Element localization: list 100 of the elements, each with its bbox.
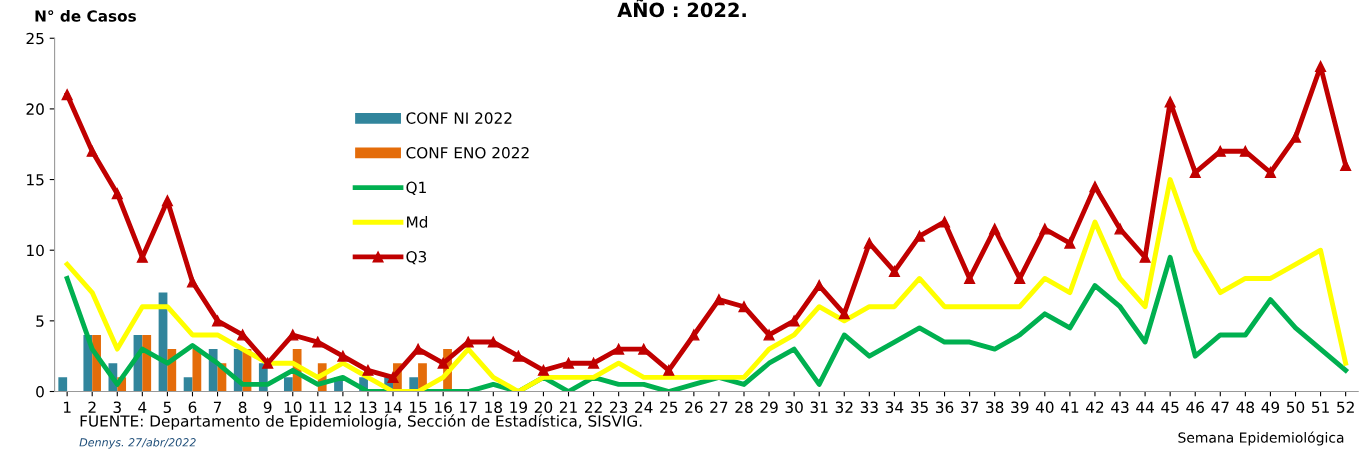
legend-label: CONF NI 2022: [406, 112, 512, 124]
x-tick-label: 27: [710, 401, 728, 413]
y-tick-label: 25: [26, 32, 44, 45]
x-tick-label: 52: [1337, 401, 1354, 414]
point: [186, 276, 199, 288]
bar: [283, 377, 293, 392]
y-tick-label: 10: [27, 244, 44, 257]
point: [663, 364, 675, 376]
legend-label: Q3: [406, 250, 427, 265]
text: Dennys. 27/abr/2022: [79, 437, 196, 449]
point: [287, 329, 299, 341]
x-tick-label: 36: [935, 401, 954, 414]
x-tick-label: 32: [835, 401, 853, 414]
x-tick-label: 41: [1060, 401, 1079, 413]
point: [964, 272, 976, 285]
x-tick-label: 19: [510, 401, 528, 414]
x-tick-label: 17: [460, 401, 477, 413]
x-tick-label: 29: [760, 401, 778, 414]
x-tick-label: 48: [1236, 401, 1255, 414]
point: [588, 357, 600, 369]
x-tick-label: 13: [359, 401, 377, 414]
x-tick-label: 43: [1111, 401, 1129, 414]
point: [1064, 237, 1076, 249]
point: [487, 336, 499, 348]
x-tick-label: 26: [685, 401, 703, 414]
x-tick-label: 47: [1211, 401, 1229, 413]
point: [913, 230, 926, 242]
x-tick-label: 14: [384, 401, 402, 413]
x-tick-label: 40: [1035, 401, 1054, 414]
chart-title: AÑO : 2022.: [617, 0, 746, 18]
point: [387, 371, 399, 383]
x-tick-label: 11: [309, 401, 327, 413]
point: [512, 350, 524, 362]
x-tick-label: 15: [410, 401, 427, 414]
x-tick-label: 3: [113, 401, 121, 414]
x-tick-label: 33: [860, 401, 878, 414]
y-tick-label: 0: [36, 385, 44, 398]
legend-label: Md: [407, 215, 428, 228]
y-tick-label: 20: [26, 103, 44, 115]
point: [888, 265, 900, 277]
x-tick-label: 24: [635, 401, 653, 413]
point: [763, 329, 775, 341]
point: [1039, 223, 1051, 235]
x-tick-label: 22: [584, 401, 602, 413]
x-tick-label: 38: [986, 401, 1004, 414]
x-tick-label: 9: [263, 401, 272, 414]
bar: [58, 377, 68, 392]
bar: [192, 349, 202, 392]
point: [312, 336, 324, 348]
y-axis-title: N° de Casos: [35, 9, 136, 22]
x-tick-label: 1: [63, 401, 71, 413]
y-tick-label: 5: [36, 315, 44, 327]
x-tick-label: 7: [213, 401, 222, 413]
point: [1114, 223, 1126, 235]
y-tick-label: 15: [27, 174, 44, 186]
x-tick-label: 12: [334, 401, 352, 413]
x-tick-label: 30: [785, 401, 803, 414]
x-tick-label: 2: [88, 401, 96, 413]
x-tick-label: 37: [961, 401, 979, 414]
x-tick-label: 49: [1261, 401, 1280, 414]
point: [1340, 159, 1352, 171]
point: [1164, 96, 1176, 108]
point: [938, 216, 951, 228]
point: [61, 89, 73, 101]
point: [1089, 181, 1101, 193]
x-tick-label: 42: [1085, 401, 1104, 413]
point: [537, 364, 549, 376]
x-tick-label: 5: [163, 401, 171, 414]
x-tick-label: 50: [1286, 401, 1305, 414]
x-tick-label: 23: [610, 401, 628, 414]
x-tick-label: 25: [660, 401, 678, 414]
line-series: [64, 177, 1349, 392]
point: [688, 329, 700, 341]
bar: [142, 334, 152, 392]
point: [1014, 272, 1026, 285]
point: [161, 195, 173, 207]
point: [989, 223, 1001, 235]
x-tick-label: 16: [435, 401, 452, 414]
x-tick-label: 6: [188, 401, 197, 414]
point: [262, 357, 274, 369]
x-tick-label: 10: [284, 401, 302, 414]
bar: [183, 377, 193, 392]
point: [713, 294, 725, 306]
point: [562, 357, 575, 369]
point: [788, 315, 800, 327]
x-tick-label: 28: [735, 401, 753, 414]
source-note: FUENTE: Departamento de Epidemiología, Sección de Estadística, SISVIG.: [80, 414, 642, 430]
point: [362, 364, 374, 376]
x-tick-label: 35: [910, 401, 928, 414]
x-axis-title: Semana Epidemiológica: [1178, 431, 1344, 446]
point: [86, 145, 98, 157]
point: [211, 315, 224, 327]
x-tick-label: 34: [885, 401, 904, 414]
x-tick-label: 8: [238, 401, 247, 414]
x-tick-label: 4: [138, 401, 147, 413]
point: [813, 279, 825, 292]
x-tick-label: 39: [1011, 401, 1029, 414]
point: [1315, 60, 1327, 73]
point: [613, 343, 625, 355]
x-tick-label: 20: [534, 401, 553, 414]
